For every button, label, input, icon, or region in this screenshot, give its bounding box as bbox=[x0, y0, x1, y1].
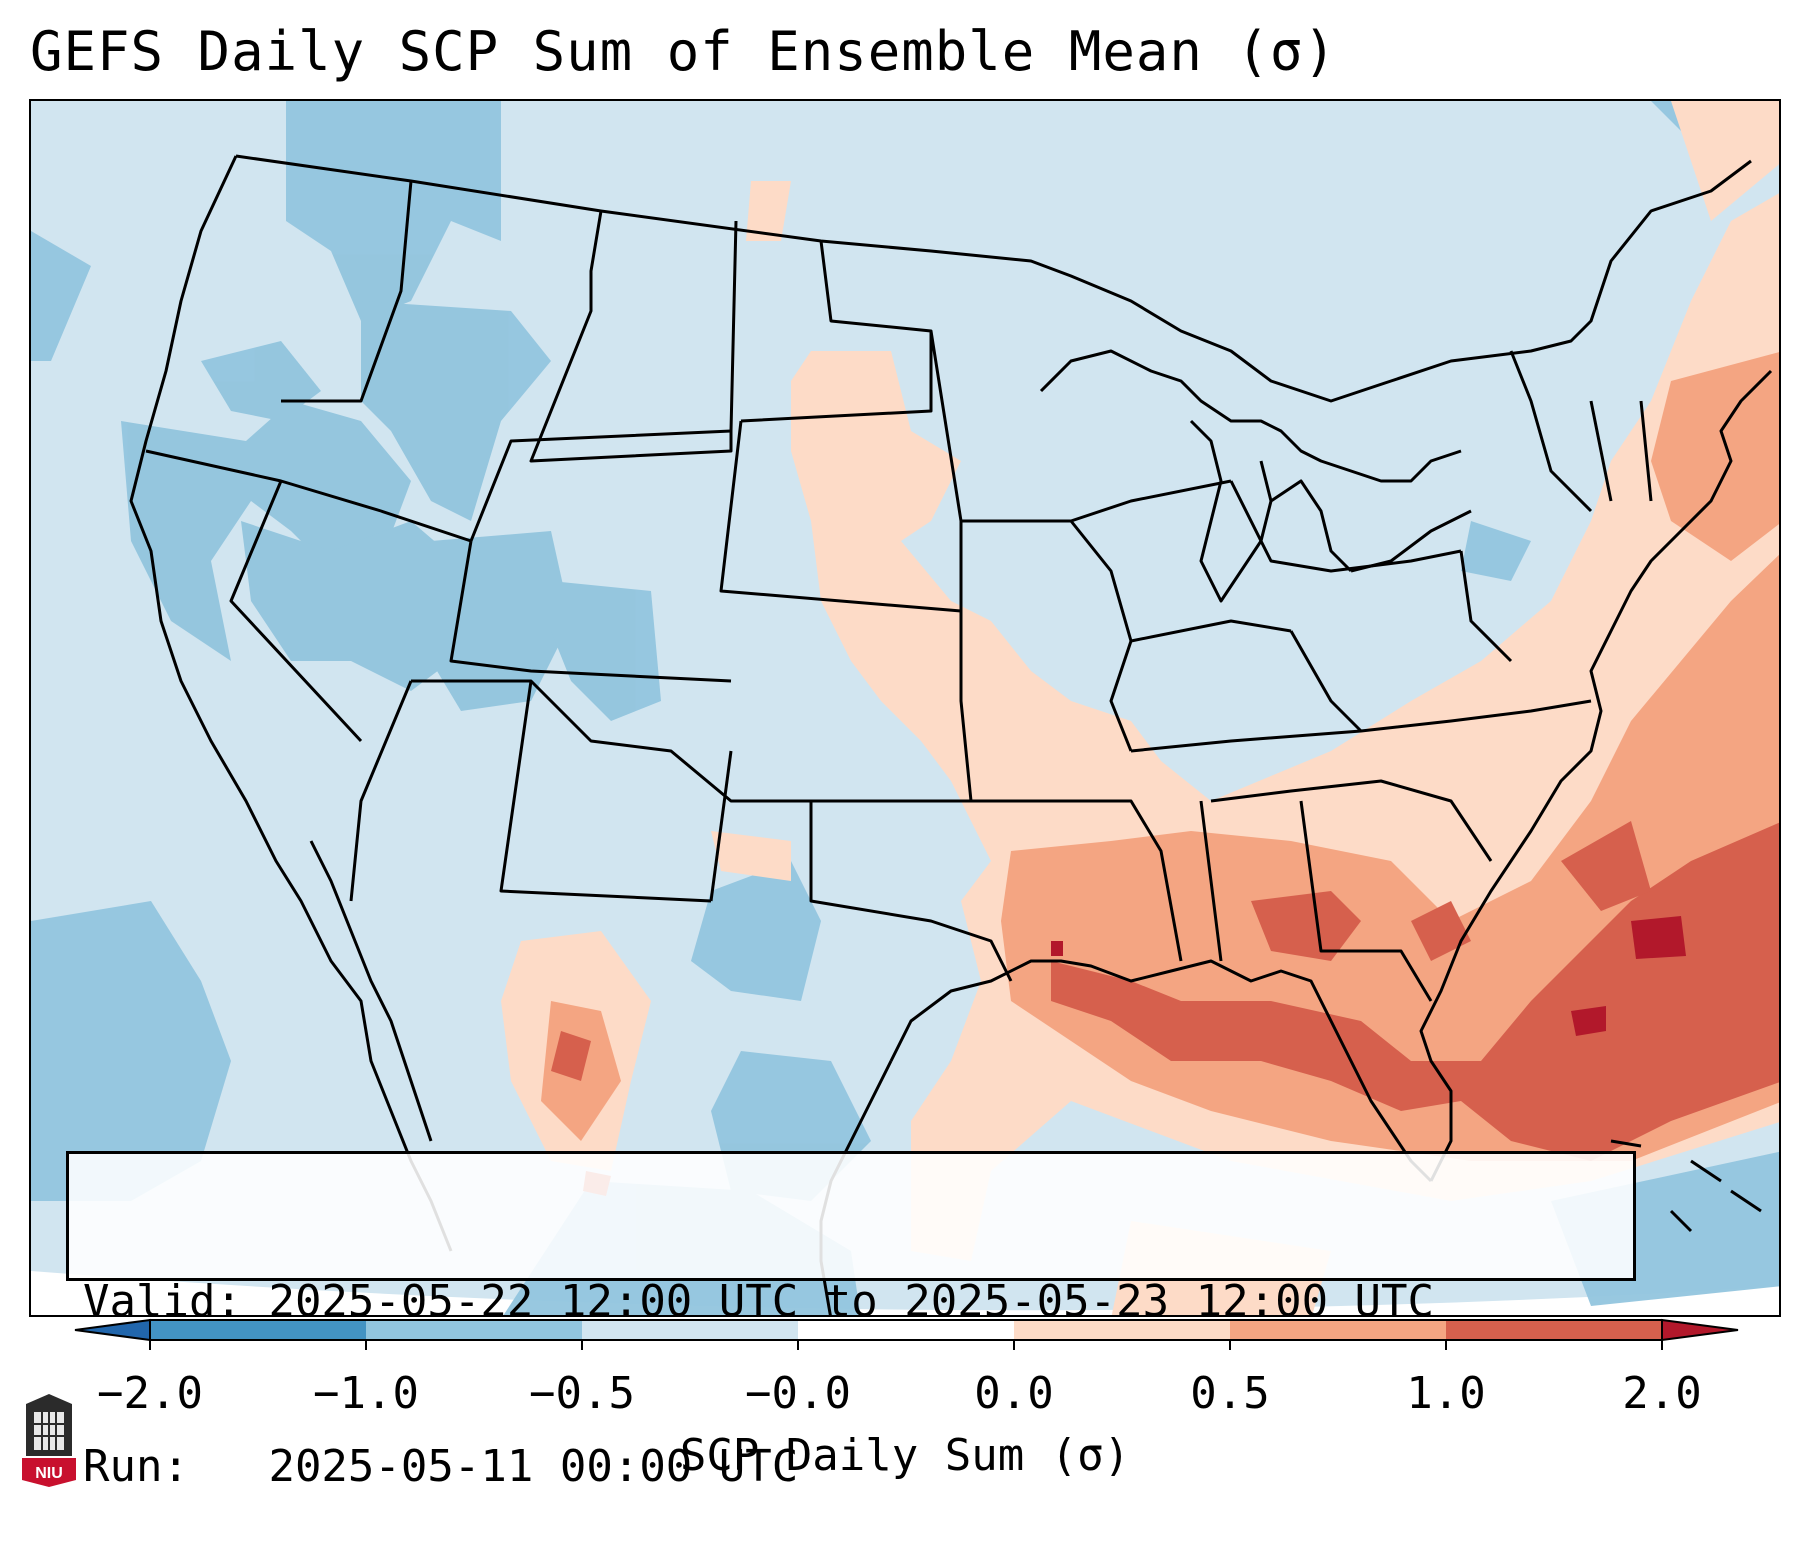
colorbar-tick-label: −2.0 bbox=[97, 1368, 203, 1419]
state-borders bbox=[129, 154, 1773, 1315]
caribbean-islands bbox=[1610, 1139, 1762, 1233]
colorbar-tick-label: 0.5 bbox=[1190, 1368, 1270, 1419]
map-panel bbox=[29, 99, 1781, 1317]
chart-title: GEFS Daily SCP Sum of Ensemble Mean (σ) bbox=[30, 20, 1337, 83]
svg-text:NIU: NIU bbox=[35, 1465, 63, 1482]
run-value: 2025-05-11 00:00 UTC bbox=[268, 1441, 799, 1492]
colorbar-tick-label: −1.0 bbox=[313, 1368, 419, 1419]
niu-logo-icon: NIU bbox=[22, 1394, 76, 1487]
colorbar-extend-high bbox=[1661, 1318, 1739, 1342]
colorbar-tick-label: −0.0 bbox=[745, 1368, 851, 1419]
run-label: Run: bbox=[83, 1441, 242, 1492]
positive-anomaly-extreme bbox=[1051, 916, 1686, 1036]
run-row: Run: 2025-05-11 00:00 UTC bbox=[83, 1439, 1633, 1494]
colorbar-tick-label: −0.5 bbox=[529, 1368, 635, 1419]
colorbar-tick-label: 1.0 bbox=[1406, 1368, 1486, 1419]
map-svg bbox=[31, 101, 1779, 1315]
valid-run-box: Valid: 2025-05-22 12:00 UTC to 2025-05-2… bbox=[66, 1151, 1636, 1492]
colorbar-tick-label: 0.0 bbox=[974, 1368, 1054, 1419]
colorbar-label: SCP Daily Sum (σ) bbox=[679, 1430, 1131, 1481]
colorbar-tick-label: 2.0 bbox=[1622, 1368, 1702, 1419]
valid-label: Valid: bbox=[83, 1276, 242, 1327]
valid-row: Valid: 2025-05-22 12:00 UTC to 2025-05-2… bbox=[83, 1274, 1633, 1329]
valid-value: 2025-05-22 12:00 UTC to 2025-05-23 12:00… bbox=[268, 1276, 1435, 1327]
